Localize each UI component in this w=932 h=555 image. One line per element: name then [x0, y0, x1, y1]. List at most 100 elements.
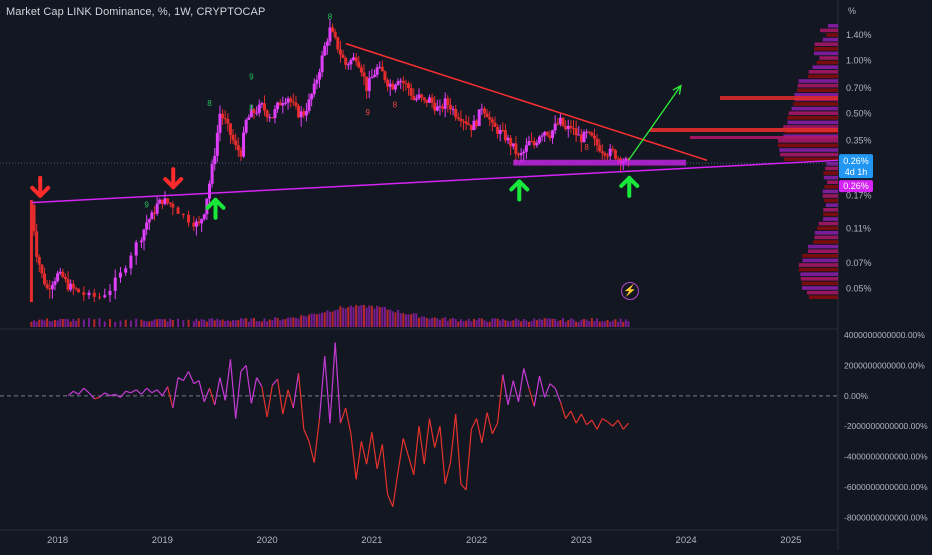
candle-body	[554, 124, 557, 131]
oscillator-segment	[168, 387, 173, 408]
volume-bar	[135, 319, 137, 327]
candle-body	[520, 153, 523, 155]
td-count-label: 8	[584, 143, 589, 152]
td-count-label: 9	[144, 201, 149, 210]
candle-body	[470, 125, 473, 130]
volume-bar	[541, 320, 543, 327]
volume-bar	[455, 319, 457, 327]
candle-body	[504, 130, 507, 140]
volume-bar	[418, 318, 420, 327]
candle-body	[423, 97, 426, 99]
candle-body	[569, 126, 572, 128]
volume-bar	[30, 322, 32, 327]
oscillator-segment	[351, 434, 356, 480]
volume-bar	[533, 319, 535, 327]
volume-profile-bar	[825, 167, 838, 171]
volume-bar	[408, 314, 410, 327]
volume-bar	[326, 310, 328, 327]
candle-body	[211, 164, 214, 184]
volume-bar	[491, 318, 493, 327]
oscillator-segment	[450, 414, 455, 463]
volume-profile-bar	[801, 277, 838, 281]
projection-arrowhead	[673, 86, 681, 95]
volume-bar	[169, 319, 171, 327]
candle-body	[326, 42, 329, 46]
volume-bar	[468, 319, 470, 327]
volume-profile-bar	[797, 88, 838, 92]
candle-body	[363, 72, 366, 76]
oscillator-segment	[367, 432, 372, 464]
oscillator-segment	[335, 343, 340, 424]
price-axis-tick: 0.07%	[846, 258, 872, 268]
volume-bar	[253, 318, 255, 327]
candle-body	[603, 153, 606, 156]
oscillator-segment	[424, 419, 429, 465]
volume-bar	[573, 319, 575, 327]
candle-body	[195, 222, 198, 227]
current-price-label: 0.26%	[843, 156, 869, 166]
volume-bar	[436, 318, 438, 327]
volume-bar	[591, 318, 593, 327]
candle-body	[499, 130, 502, 134]
candle-body	[161, 200, 164, 204]
candle-body	[297, 106, 300, 117]
oscillator-segment	[498, 375, 503, 424]
volume-bar	[292, 317, 294, 327]
volume-bar	[198, 321, 200, 327]
candle-body	[247, 117, 250, 120]
candle-body	[271, 117, 274, 118]
volume-bar	[62, 319, 64, 327]
candle-body	[221, 114, 224, 118]
oscillator-segment	[602, 419, 607, 422]
candle-body	[308, 99, 311, 110]
volume-bar	[75, 321, 77, 327]
td-count-label: 9	[249, 73, 254, 82]
volume-bar	[504, 320, 506, 327]
candle-body	[373, 75, 376, 77]
volume-bar	[423, 317, 425, 327]
current-price-countdown: 4d 1h	[845, 167, 868, 177]
oscillator-segment	[120, 391, 125, 397]
oscillator-segment	[225, 359, 230, 400]
candle-body	[56, 273, 59, 281]
oscillator-axis-tick: 4000000000000.00%	[844, 330, 925, 340]
volume-profile-bar	[815, 236, 838, 240]
time-axis-tick: 2018	[47, 535, 68, 546]
oscillator-segment	[178, 378, 183, 381]
candle-body	[551, 130, 554, 138]
volume-bar	[620, 318, 622, 327]
candle-body	[517, 154, 520, 155]
oscillator-segment	[587, 420, 592, 425]
volume-bar	[607, 320, 609, 327]
volume-profile-bar	[802, 254, 838, 258]
lightning-icon[interactable]: ⚡	[621, 282, 639, 300]
candle-body	[394, 85, 397, 90]
oscillator-segment	[388, 495, 393, 507]
oscillator-segment	[173, 378, 178, 408]
candle-body	[169, 203, 172, 204]
support-trendline	[31, 160, 838, 202]
volume-bar	[486, 322, 488, 327]
volume-bar	[167, 321, 169, 327]
candle-body	[93, 293, 96, 297]
candle-body	[224, 118, 227, 119]
candle-body	[575, 128, 578, 135]
volume-profile-bar	[824, 199, 838, 203]
oscillator-segment	[471, 419, 476, 430]
candle-body	[428, 97, 431, 102]
candle-body	[397, 81, 400, 85]
oscillator-segment	[220, 378, 225, 401]
volume-bar	[567, 320, 569, 327]
candle-body	[342, 55, 345, 58]
volume-profile-bar	[808, 245, 838, 249]
oscillator-segment	[456, 414, 461, 484]
candle-body	[491, 119, 494, 122]
volume-bar	[49, 321, 51, 327]
oscillator-segment	[246, 365, 251, 403]
volume-profile-bar	[798, 84, 838, 88]
candle-body	[567, 126, 570, 129]
oscillator-segment	[361, 441, 366, 464]
oscillator-segment	[236, 372, 241, 419]
